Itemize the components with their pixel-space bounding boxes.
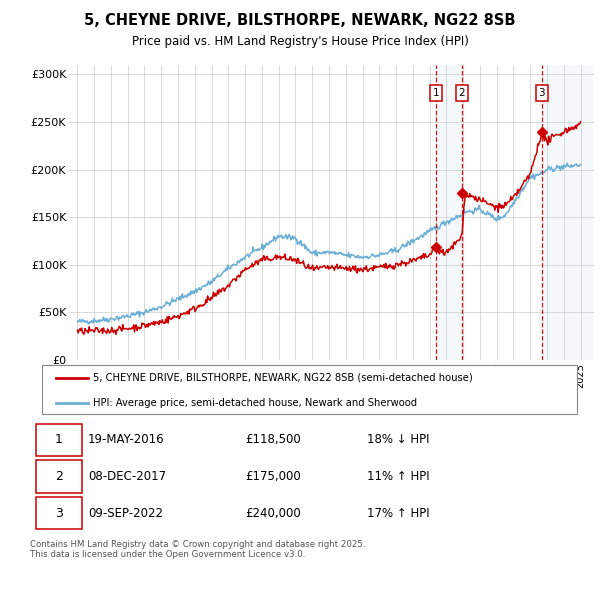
Text: £240,000: £240,000 <box>245 507 301 520</box>
Text: 11% ↑ HPI: 11% ↑ HPI <box>367 470 430 483</box>
FancyBboxPatch shape <box>35 460 82 493</box>
FancyBboxPatch shape <box>35 497 82 529</box>
Text: 5, CHEYNE DRIVE, BILSTHORPE, NEWARK, NG22 8SB (semi-detached house): 5, CHEYNE DRIVE, BILSTHORPE, NEWARK, NG2… <box>94 373 473 383</box>
Text: 19-MAY-2016: 19-MAY-2016 <box>88 433 164 446</box>
Text: 18% ↓ HPI: 18% ↓ HPI <box>367 433 429 446</box>
Text: 2: 2 <box>55 470 62 483</box>
Text: Price paid vs. HM Land Registry's House Price Index (HPI): Price paid vs. HM Land Registry's House … <box>131 35 469 48</box>
Text: £175,000: £175,000 <box>245 470 301 483</box>
Text: HPI: Average price, semi-detached house, Newark and Sherwood: HPI: Average price, semi-detached house,… <box>94 398 418 408</box>
Text: 17% ↑ HPI: 17% ↑ HPI <box>367 507 430 520</box>
Text: £118,500: £118,500 <box>245 433 301 446</box>
Text: 5, CHEYNE DRIVE, BILSTHORPE, NEWARK, NG22 8SB: 5, CHEYNE DRIVE, BILSTHORPE, NEWARK, NG2… <box>84 13 516 28</box>
FancyBboxPatch shape <box>35 424 82 455</box>
Text: 08-DEC-2017: 08-DEC-2017 <box>88 470 166 483</box>
Text: 09-SEP-2022: 09-SEP-2022 <box>88 507 163 520</box>
Text: 1: 1 <box>55 433 62 446</box>
Bar <box>542 65 594 360</box>
Text: 3: 3 <box>55 507 62 520</box>
FancyBboxPatch shape <box>42 365 577 414</box>
Text: 1: 1 <box>433 88 439 98</box>
Text: 2: 2 <box>458 88 466 98</box>
Text: 3: 3 <box>539 88 545 98</box>
Text: Contains HM Land Registry data © Crown copyright and database right 2025.
This d: Contains HM Land Registry data © Crown c… <box>30 539 365 559</box>
Bar <box>436 65 462 360</box>
